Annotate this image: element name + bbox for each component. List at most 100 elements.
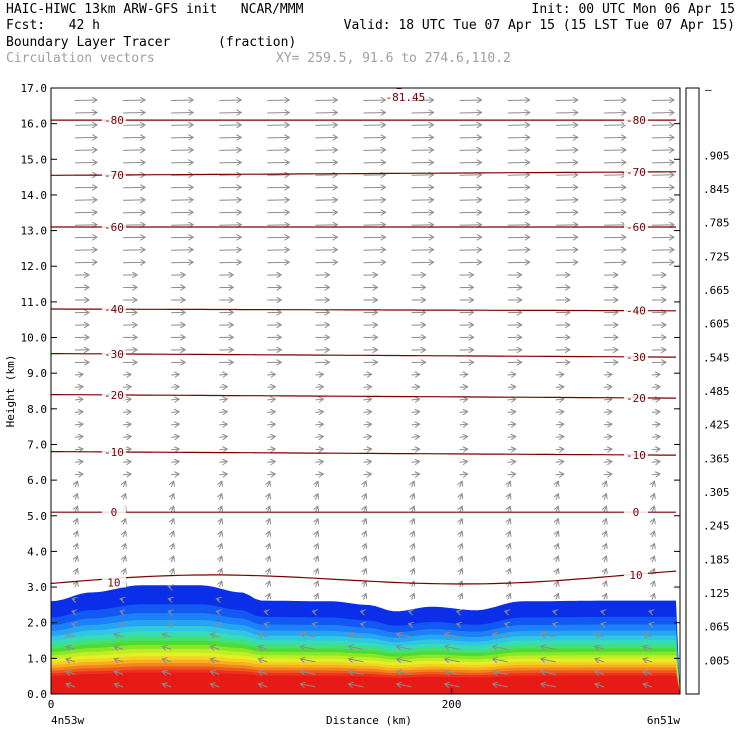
circulation-vector bbox=[120, 599, 123, 600]
circulation-vector bbox=[315, 531, 318, 538]
circulation-vector bbox=[445, 634, 460, 637]
minimum-value: -81.45 bbox=[386, 91, 426, 104]
circulation-vector bbox=[74, 412, 83, 413]
circulation-vector bbox=[267, 162, 289, 163]
circulation-vector bbox=[219, 556, 222, 563]
circulation-vector bbox=[171, 462, 179, 463]
circulation-vector bbox=[171, 150, 193, 151]
model-title: HAIC-HIWC 13km ARW-GFS init NCAR/MMM bbox=[6, 2, 304, 17]
circulation-vector bbox=[459, 187, 482, 188]
circulation-vector bbox=[123, 150, 145, 151]
circulation-vector bbox=[123, 137, 145, 138]
circulation-vector bbox=[267, 531, 270, 538]
circulation-vector bbox=[75, 581, 78, 588]
circulation-vector bbox=[74, 374, 83, 375]
circulation-vector bbox=[75, 481, 78, 488]
circulation-vector bbox=[171, 424, 179, 425]
circulation-vector bbox=[603, 187, 626, 188]
y-tick-label: 5.0 bbox=[27, 510, 47, 523]
circulation-vector bbox=[219, 437, 227, 438]
circulation-vector bbox=[267, 150, 289, 151]
contour-label: -20 bbox=[626, 392, 646, 405]
contour-label: -60 bbox=[626, 221, 646, 234]
circulation-vector bbox=[541, 646, 556, 649]
circulation-vector bbox=[315, 424, 323, 425]
circulation-vector bbox=[171, 212, 193, 213]
circulation-vector bbox=[363, 374, 372, 375]
circulation-vector bbox=[219, 250, 241, 251]
circulation-vector bbox=[74, 449, 83, 450]
circulation-vector bbox=[457, 624, 460, 625]
circulation-vector bbox=[114, 634, 124, 637]
circulation-vector bbox=[219, 519, 222, 525]
contour-label-bg bbox=[101, 168, 126, 180]
circulation-vector bbox=[411, 187, 434, 188]
circulation-vector bbox=[219, 412, 227, 413]
circulation-vector bbox=[315, 225, 337, 226]
circulation-vector bbox=[603, 374, 612, 375]
contour-label: 10 bbox=[629, 569, 642, 582]
circulation-vector bbox=[445, 671, 460, 674]
circulation-vector bbox=[508, 531, 511, 538]
circulation-vector bbox=[363, 250, 386, 251]
circulation-vector bbox=[363, 462, 372, 463]
contour-label-bg bbox=[101, 303, 126, 315]
contour-line--40 bbox=[51, 308, 676, 312]
circulation-vector bbox=[300, 671, 316, 674]
contour-label-bg bbox=[623, 391, 648, 403]
contour-label-bg bbox=[623, 221, 648, 233]
contour-label: -60 bbox=[104, 221, 124, 234]
circulation-vector bbox=[168, 611, 171, 612]
circulation-vector bbox=[411, 462, 420, 463]
circulation-vector bbox=[267, 225, 289, 226]
circulation-vector bbox=[508, 544, 511, 550]
circulation-vector bbox=[210, 646, 220, 649]
circulation-vector bbox=[604, 569, 607, 575]
colorbar-label: .305 bbox=[703, 486, 730, 499]
field-units: (fraction) bbox=[218, 35, 297, 50]
y-tick-label: 15.0 bbox=[21, 153, 48, 166]
circulation-vector bbox=[123, 481, 126, 488]
circulation-vector bbox=[507, 137, 530, 138]
circulation-vector bbox=[74, 113, 97, 114]
circulation-vector bbox=[219, 387, 227, 388]
circulation-vector bbox=[412, 594, 415, 600]
circulation-vector bbox=[459, 100, 482, 101]
circulation-vector bbox=[604, 556, 607, 563]
circulation-vector bbox=[219, 162, 241, 163]
circulation-vector bbox=[171, 519, 174, 525]
circulation-vector bbox=[603, 225, 626, 226]
circulation-vector bbox=[555, 462, 564, 463]
circulation-vector bbox=[603, 399, 612, 400]
contour-label-bg bbox=[101, 347, 126, 359]
circulation-vector bbox=[171, 556, 174, 563]
circulation-vector bbox=[603, 474, 612, 475]
circulation-vector bbox=[171, 494, 174, 500]
circulation-vector bbox=[363, 437, 372, 438]
circulation-vector bbox=[219, 481, 222, 488]
temperature-contours: -80 -80 -70 -70 -60 -60 -40 -40 -30 -30 -20 -20 -10 -… bbox=[51, 88, 722, 590]
contour-label-bg bbox=[623, 304, 648, 316]
circulation-vector bbox=[123, 544, 126, 550]
circulation-vector bbox=[75, 494, 78, 500]
circulation-vector bbox=[114, 684, 124, 687]
circulation-vector bbox=[459, 399, 468, 400]
circulation-vector bbox=[459, 225, 482, 226]
minimum-value: -81.57 bbox=[682, 91, 722, 104]
circulation-vector bbox=[315, 449, 323, 450]
colorbar-label: .005 bbox=[703, 654, 730, 667]
contour-label-bg bbox=[623, 350, 648, 362]
circulation-vector bbox=[267, 494, 270, 500]
circulation-vector bbox=[412, 544, 415, 550]
circulation-vector bbox=[267, 424, 275, 425]
circulation-vector bbox=[315, 187, 337, 188]
circulation-vector bbox=[75, 556, 78, 563]
circulation-vector bbox=[74, 162, 97, 163]
circulation-vector bbox=[555, 262, 578, 263]
circulation-vector bbox=[361, 611, 364, 612]
circulation-vector bbox=[652, 481, 655, 488]
circulation-vector bbox=[651, 437, 660, 438]
circulation-vector bbox=[219, 100, 241, 101]
circulation-vector bbox=[315, 412, 323, 413]
circulation-vector bbox=[363, 225, 386, 226]
